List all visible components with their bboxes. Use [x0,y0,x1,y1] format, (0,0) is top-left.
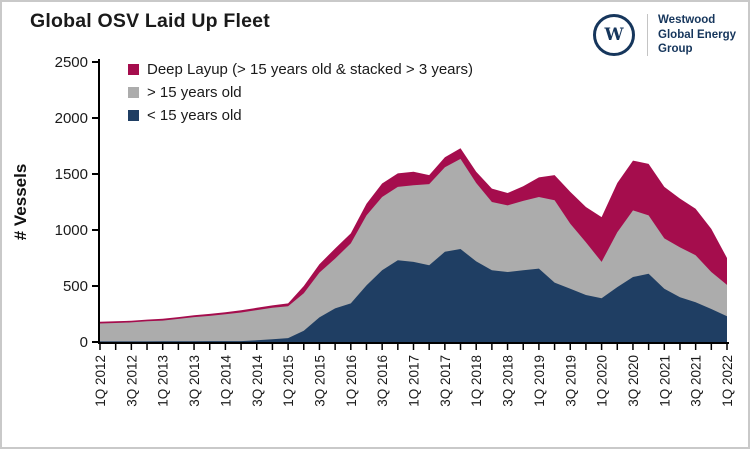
x-axis-label: 3Q 2012 [124,355,139,407]
deep-layup-swatch-icon [128,63,139,75]
x-axis-label: 1Q 2018 [469,355,484,407]
logo-line-1: Westwood [658,13,716,26]
x-axis-label: 3Q 2019 [563,355,578,407]
y-axis-label: 2000 [55,110,88,127]
x-axis-label: 3Q 2020 [626,355,641,407]
x-axis-label: 1Q 2020 [595,355,610,407]
westwood-logo: W Westwood Global Energy Group [593,12,736,58]
logo-line-2: Global Energy [658,28,736,41]
over-15-swatch-icon [128,86,139,98]
legend: Deep Layup (> 15 years old & stacked > 3… [128,61,473,130]
x-axis-label: 1Q 2021 [657,355,672,407]
logo-text: Westwood Global Energy Group [658,13,736,58]
y-axis-title: # Vessels [11,164,30,241]
x-axis-label: 1Q 2019 [532,355,547,407]
legend-label: < 15 years old [147,106,242,124]
page-title: Global OSV Laid Up Fleet [30,10,270,32]
y-axis-label: 0 [80,334,88,351]
legend-item-deep-layup: Deep Layup (> 15 years old & stacked > 3… [128,60,474,78]
area-series-0 [100,249,727,342]
x-axis-label: 1Q 2015 [281,355,296,407]
y-axis-label: 1500 [55,166,88,183]
y-axis-label: 1000 [55,222,88,239]
x-axis-label: 1Q 2013 [156,355,171,407]
logo-divider [647,14,649,56]
x-axis-label: 1Q 2022 [720,355,735,407]
x-axis-label: 3Q 2017 [438,355,453,407]
x-axis-label: 3Q 2015 [312,355,327,407]
logo-monogram: W [604,25,624,45]
x-axis-label: 3Q 2014 [250,355,265,407]
legend-label: Deep Layup (> 15 years old & stacked > 3… [147,60,474,78]
x-axis-label: 1Q 2016 [344,355,359,407]
x-axis-label: 3Q 2013 [187,355,202,407]
x-axis-label: 1Q 2012 [93,355,108,407]
y-axis-label: 500 [63,278,88,295]
legend-item-under-15: < 15 years old [128,106,473,124]
x-axis-label: 3Q 2021 [689,355,704,407]
y-axis-label: 2500 [55,54,88,71]
westwood-monogram-icon: W [593,14,636,56]
x-axis-label: 3Q 2016 [375,355,390,407]
x-axis-label: 3Q 2018 [501,355,516,407]
under-15-swatch-icon [128,109,139,121]
x-axis-label: 1Q 2014 [218,355,233,407]
x-axis-label: 1Q 2017 [407,355,422,407]
legend-label: > 15 years old [147,83,242,101]
legend-item-over-15: > 15 years old [128,83,473,101]
logo-line-3: Group [658,43,693,56]
